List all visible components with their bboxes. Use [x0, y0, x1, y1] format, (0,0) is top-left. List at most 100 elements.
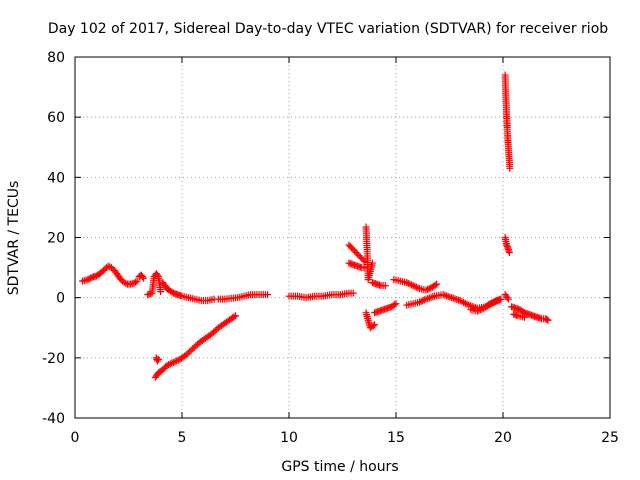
data-point [368, 259, 376, 267]
data-point [138, 273, 146, 281]
data-point [163, 361, 171, 369]
data-point [187, 346, 195, 354]
y-tick-labels: -40 -20 0 20 40 60 80 [42, 50, 65, 427]
data-point [417, 297, 425, 305]
data-point [131, 278, 139, 286]
data-point [190, 343, 198, 351]
data-point [491, 297, 499, 305]
data-point [153, 357, 161, 365]
data-point [429, 293, 437, 301]
data-point [446, 293, 454, 301]
data-point [465, 301, 473, 309]
data-point [356, 253, 364, 261]
data-point [444, 292, 452, 300]
data-point [520, 313, 528, 321]
y-axis-label: SDTVAR / TECUs [6, 181, 22, 296]
data-point [169, 358, 177, 366]
x-tick-label: 5 [178, 430, 187, 446]
data-point [449, 294, 457, 302]
x-axis-label: GPS time / hours [281, 459, 398, 475]
data-point [185, 348, 193, 356]
data-point [424, 295, 432, 303]
data-point [391, 301, 399, 309]
data-point [173, 357, 181, 365]
data-point [431, 281, 439, 289]
data-point [433, 280, 441, 288]
data-point [412, 283, 420, 291]
y-tick-label: -40 [42, 411, 65, 427]
data-point [409, 282, 417, 290]
data-point [381, 282, 389, 290]
data-point [408, 281, 416, 289]
data-point [349, 289, 357, 297]
data-point [166, 360, 174, 368]
data-point [422, 295, 430, 303]
data-point [420, 296, 428, 304]
data-point [120, 279, 128, 287]
data-point [454, 296, 462, 304]
data-point [427, 293, 435, 301]
data-point [406, 280, 414, 288]
data-point [506, 164, 514, 172]
data-point [371, 321, 379, 329]
data-point [107, 264, 115, 272]
data-point [133, 277, 141, 285]
data-point [189, 345, 197, 353]
data-point [208, 330, 216, 338]
x-tick-label: 20 [494, 430, 512, 446]
data-point [497, 295, 505, 303]
data-point [468, 302, 476, 310]
data-point [165, 361, 173, 369]
data-point [416, 298, 424, 306]
y-tick-label: 80 [47, 50, 65, 66]
data-point [453, 295, 461, 303]
data-point [448, 294, 456, 302]
data-point [104, 262, 112, 270]
data-point [211, 327, 219, 335]
y-tick-label: 60 [47, 110, 65, 126]
axis-ticks [74, 56, 611, 419]
data-point [117, 276, 125, 284]
data-point [232, 312, 239, 320]
data-point [424, 285, 432, 293]
data-point [182, 351, 190, 359]
data-point [101, 265, 109, 273]
data-point [503, 294, 511, 302]
data-point [369, 322, 377, 330]
data-point [422, 286, 430, 294]
data-point [475, 306, 483, 314]
data-point [360, 264, 368, 272]
data-point [419, 297, 427, 305]
y-tick-label: 40 [47, 170, 65, 186]
data-point [477, 306, 485, 314]
data-point [414, 284, 422, 292]
x-tick-label: 0 [71, 430, 80, 446]
data-point [488, 299, 496, 307]
data-point [122, 279, 130, 287]
data-point [439, 291, 447, 299]
data-point [230, 313, 238, 321]
x-tick-label: 15 [387, 430, 405, 446]
chart-title: Day 102 of 2017, Sidereal Day-to-day VTE… [48, 21, 608, 37]
data-point [403, 279, 411, 287]
data-point [543, 315, 551, 323]
data-point [153, 271, 161, 279]
data-point [157, 288, 165, 296]
data-point [473, 307, 481, 315]
data-point [463, 300, 471, 308]
data-point [544, 316, 552, 324]
data-point [168, 359, 176, 367]
data-point [425, 285, 433, 293]
data-point [184, 349, 192, 357]
x-tick-labels: 0 5 10 15 20 25 [71, 430, 619, 446]
data-point [154, 355, 162, 363]
data-points [78, 71, 552, 381]
data-point [451, 295, 459, 303]
data-point [443, 292, 451, 300]
data-point [441, 291, 449, 299]
x-tick-label: 25 [601, 430, 619, 446]
data-point [210, 328, 218, 336]
data-point [505, 249, 513, 257]
data-point [504, 295, 512, 303]
